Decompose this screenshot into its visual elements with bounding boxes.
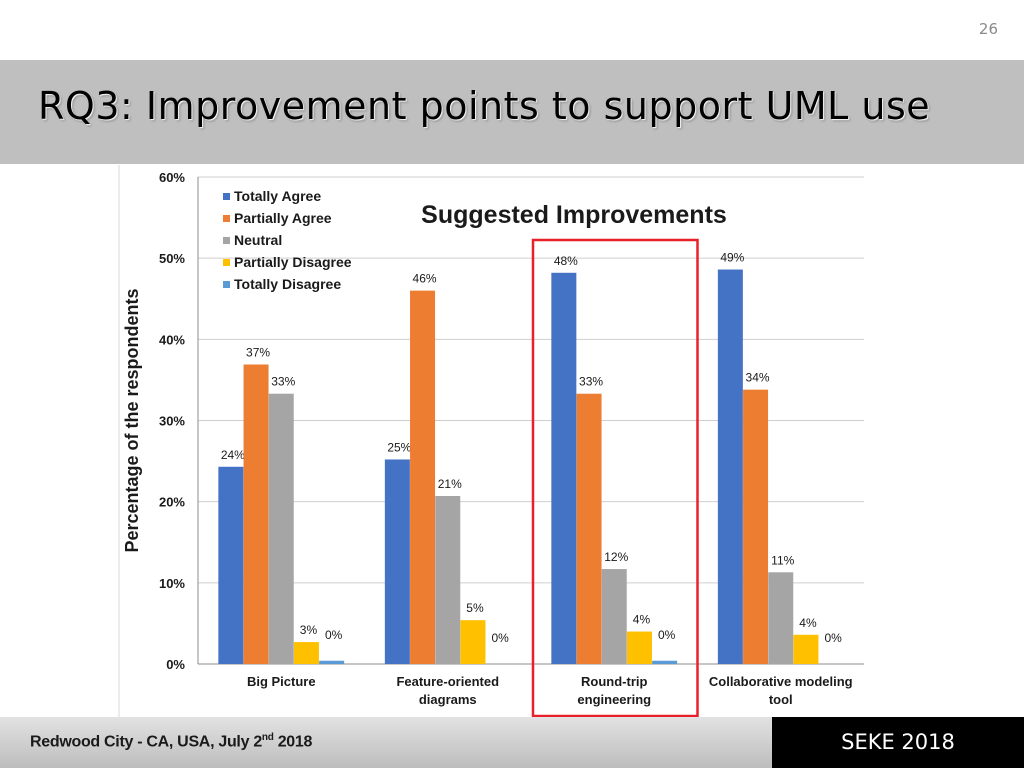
y-axis-label: Percentage of the respondents xyxy=(122,288,142,552)
y-tick-label: 20% xyxy=(159,495,185,510)
legend-label: Partially Agree xyxy=(234,210,332,226)
y-tick-label: 0% xyxy=(166,657,185,672)
bar xyxy=(268,393,294,664)
legend-label: Totally Disagree xyxy=(234,276,341,292)
x-tick-label: diagrams xyxy=(419,692,477,707)
legend-label: Neutral xyxy=(234,232,282,248)
bar xyxy=(717,269,743,664)
data-label: 0% xyxy=(658,628,676,642)
bar xyxy=(743,389,769,664)
legend-swatch xyxy=(223,237,230,244)
data-label: 25% xyxy=(387,440,411,454)
chart-container: 0% 10% 20% 30% 40% 50% 60% Percentage of the re… xyxy=(118,165,878,717)
data-label: 11% xyxy=(771,553,794,567)
data-label: 48% xyxy=(554,254,578,268)
y-tick-label: 30% xyxy=(159,414,185,429)
y-tick-label: 50% xyxy=(159,251,185,266)
bar xyxy=(218,466,244,664)
data-label: 3% xyxy=(300,623,318,637)
x-tick-label: Big Picture xyxy=(247,674,316,689)
y-tick-label: 40% xyxy=(159,332,185,347)
x-tick-label: Round-trip xyxy=(581,674,647,689)
bar xyxy=(768,572,794,664)
bar xyxy=(319,660,345,664)
x-tick-label: Collaborative modeling xyxy=(709,674,853,689)
page-number: 26 xyxy=(978,20,998,38)
bar xyxy=(551,272,577,664)
bar xyxy=(576,393,602,664)
y-tick-label: 10% xyxy=(159,576,185,591)
slide-title: RQ3: Improvement points to support UML u… xyxy=(38,84,931,128)
x-tick-label: tool xyxy=(769,692,793,707)
footer-location-prefix: Redwood City - CA, USA, July 2 xyxy=(30,733,262,751)
data-label: 12% xyxy=(604,550,628,564)
data-label: 4% xyxy=(633,613,651,627)
data-label: 5% xyxy=(466,601,484,615)
data-label: 0% xyxy=(491,631,509,645)
title-bar xyxy=(0,60,1024,164)
bar xyxy=(243,364,269,664)
data-label: 37% xyxy=(246,345,270,359)
conference-label: SEKE 2018 xyxy=(841,730,955,754)
bar xyxy=(793,634,819,664)
data-label: 34% xyxy=(746,371,770,385)
data-label: 33% xyxy=(271,375,295,389)
data-label: 4% xyxy=(799,616,817,630)
footer-location-suffix: 2018 xyxy=(273,733,313,751)
legend-swatch xyxy=(223,193,230,200)
legend-swatch xyxy=(223,259,230,266)
legend-swatch xyxy=(223,215,230,222)
bar-chart: 0% 10% 20% 30% 40% 50% 60% Percentage of the re… xyxy=(118,165,864,717)
bar xyxy=(601,569,627,664)
footer-location: Redwood City - CA, USA, July 2nd 2018 xyxy=(30,732,312,751)
data-label: 0% xyxy=(325,628,343,642)
x-tick-label: Feature-oriented xyxy=(396,674,499,689)
data-label: 46% xyxy=(413,272,437,286)
footer-bar xyxy=(0,717,772,768)
chart-title: Suggested Improvements xyxy=(421,201,727,229)
data-label: 21% xyxy=(438,477,462,491)
footer-conference-bar xyxy=(772,717,1024,768)
legend-label: Partially Disagree xyxy=(234,254,352,270)
data-label: 49% xyxy=(720,251,744,265)
y-tick-label: 60% xyxy=(159,170,185,185)
bar xyxy=(293,642,319,664)
data-label: 0% xyxy=(824,631,842,645)
bar xyxy=(460,620,486,664)
highlight-box xyxy=(531,238,699,717)
bar xyxy=(435,495,461,664)
bar xyxy=(384,459,410,664)
bar xyxy=(410,290,436,664)
data-label: 33% xyxy=(579,375,603,389)
x-tick-label: engineering xyxy=(577,692,651,707)
bar xyxy=(626,631,652,664)
data-label: 24% xyxy=(221,448,245,462)
footer-location-sup: nd xyxy=(261,732,274,743)
legend-swatch xyxy=(223,281,230,288)
legend-label: Totally Agree xyxy=(234,188,321,204)
bar xyxy=(652,660,678,664)
